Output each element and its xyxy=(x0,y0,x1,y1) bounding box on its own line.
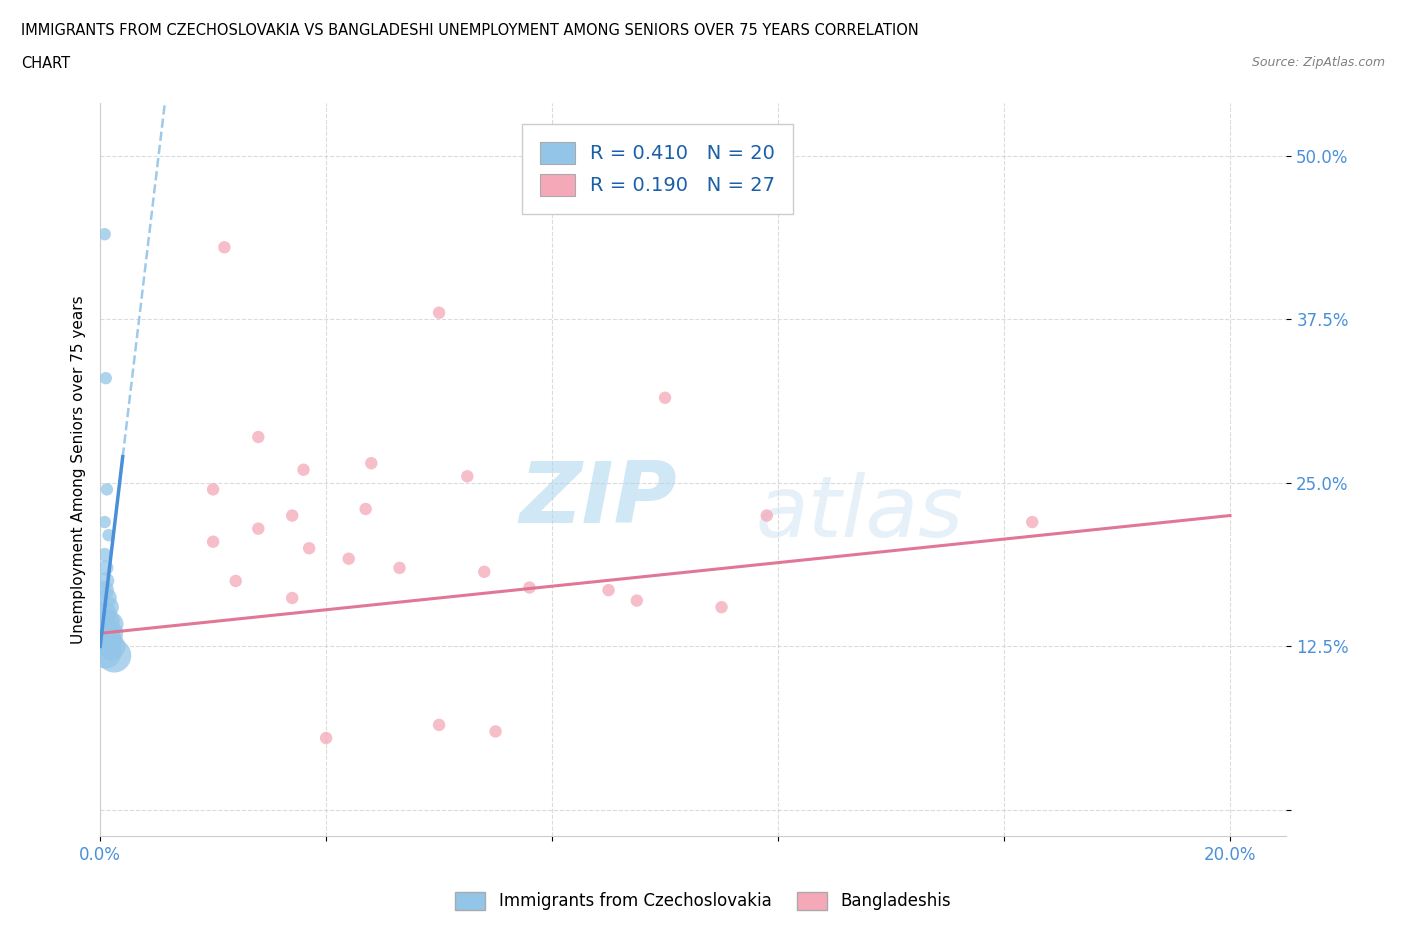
Point xyxy=(214,240,236,255)
Point xyxy=(281,508,304,523)
Legend: R = 0.410   N = 20, R = 0.190   N = 27: R = 0.410 N = 20, R = 0.190 N = 27 xyxy=(523,124,793,214)
Point xyxy=(354,501,377,516)
Text: IMMIGRANTS FROM CZECHOSLOVAKIA VS BANGLADESHI UNEMPLOYMENT AMONG SENIORS OVER 75: IMMIGRANTS FROM CZECHOSLOVAKIA VS BANGLA… xyxy=(21,23,920,38)
Point xyxy=(94,561,117,576)
Point xyxy=(298,541,321,556)
Point xyxy=(337,551,360,566)
Text: atlas: atlas xyxy=(755,472,963,555)
Point xyxy=(388,561,411,576)
Point xyxy=(94,574,117,589)
Point xyxy=(97,632,120,647)
Point xyxy=(427,305,450,320)
Point xyxy=(103,648,125,663)
Point xyxy=(654,391,676,405)
Point xyxy=(225,574,247,589)
Text: CHART: CHART xyxy=(21,56,70,71)
Legend: Immigrants from Czechoslovakia, Bangladeshis: Immigrants from Czechoslovakia, Banglade… xyxy=(449,885,957,917)
Point xyxy=(97,613,120,628)
Point xyxy=(519,580,541,595)
Point xyxy=(96,622,118,637)
Point xyxy=(96,591,118,605)
Point xyxy=(247,430,270,445)
Point xyxy=(202,534,225,549)
Point xyxy=(96,482,118,497)
Point xyxy=(94,371,117,386)
Point xyxy=(472,565,495,579)
Point xyxy=(315,731,337,746)
Point xyxy=(710,600,733,615)
Point xyxy=(98,626,121,641)
Y-axis label: Unemployment Among Seniors over 75 years: Unemployment Among Seniors over 75 years xyxy=(72,296,86,644)
Point xyxy=(93,583,115,598)
Point xyxy=(281,591,304,605)
Point xyxy=(94,645,117,660)
Point xyxy=(93,227,115,242)
Text: Source: ZipAtlas.com: Source: ZipAtlas.com xyxy=(1251,56,1385,69)
Point xyxy=(94,606,117,621)
Point xyxy=(598,583,620,598)
Point xyxy=(626,593,648,608)
Point xyxy=(202,482,225,497)
Point xyxy=(93,514,115,529)
Point xyxy=(97,527,120,542)
Point xyxy=(100,639,122,654)
Point xyxy=(97,600,120,615)
Point xyxy=(484,724,506,739)
Point xyxy=(292,462,315,477)
Point xyxy=(93,548,115,563)
Point xyxy=(755,508,778,523)
Point xyxy=(100,617,122,631)
Point xyxy=(456,469,478,484)
Text: ZIP: ZIP xyxy=(520,458,678,540)
Point xyxy=(427,717,450,732)
Point xyxy=(360,456,382,471)
Point xyxy=(1021,514,1043,529)
Point xyxy=(247,521,270,536)
